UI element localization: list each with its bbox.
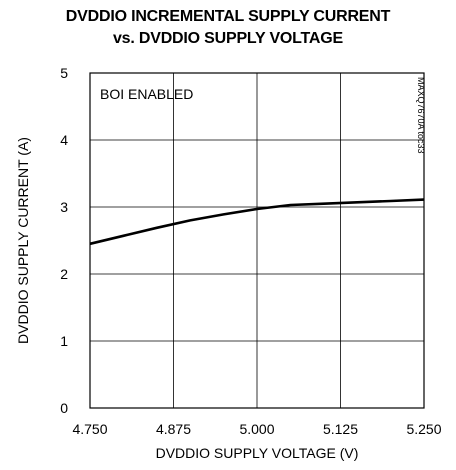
y-tick-labels: 0 1 2 3 4 5	[60, 65, 68, 416]
x-axis-label: DVDDIO SUPPLY VOLTAGE (V)	[156, 445, 359, 461]
annotation-boi-enabled: BOI ENABLED	[100, 86, 193, 102]
chart-subtitle: vs. DVDDIO SUPPLY VOLTAGE	[112, 30, 344, 47]
y-axis-label: DVDDIO SUPPLY CURRENT (A)	[15, 137, 31, 344]
y-tick-label: 4	[60, 132, 68, 148]
x-tick-label: 4.750	[72, 421, 107, 437]
plot-frame	[89, 72, 425, 409]
x-tick-labels: 4.750 4.875 5.000 5.125 5.250	[72, 421, 441, 437]
x-tick-label: 4.875	[156, 421, 191, 437]
y-tick-label: 0	[60, 400, 68, 416]
x-tick-label: 5.250	[406, 421, 441, 437]
y-tick-label: 2	[60, 266, 68, 282]
series-line	[89, 198, 425, 246]
figure-code: MAXQ7670A toc33	[416, 77, 426, 154]
y-tick-label: 3	[60, 199, 68, 215]
x-tick-label: 5.000	[239, 421, 274, 437]
x-tick-label: 5.125	[323, 421, 358, 437]
y-tick-label: 1	[60, 333, 68, 349]
y-tick-label: 5	[60, 65, 68, 81]
chart-title: DVDDIO INCREMENTAL SUPPLY CURRENT	[65, 8, 391, 25]
grid-lines	[90, 73, 424, 408]
